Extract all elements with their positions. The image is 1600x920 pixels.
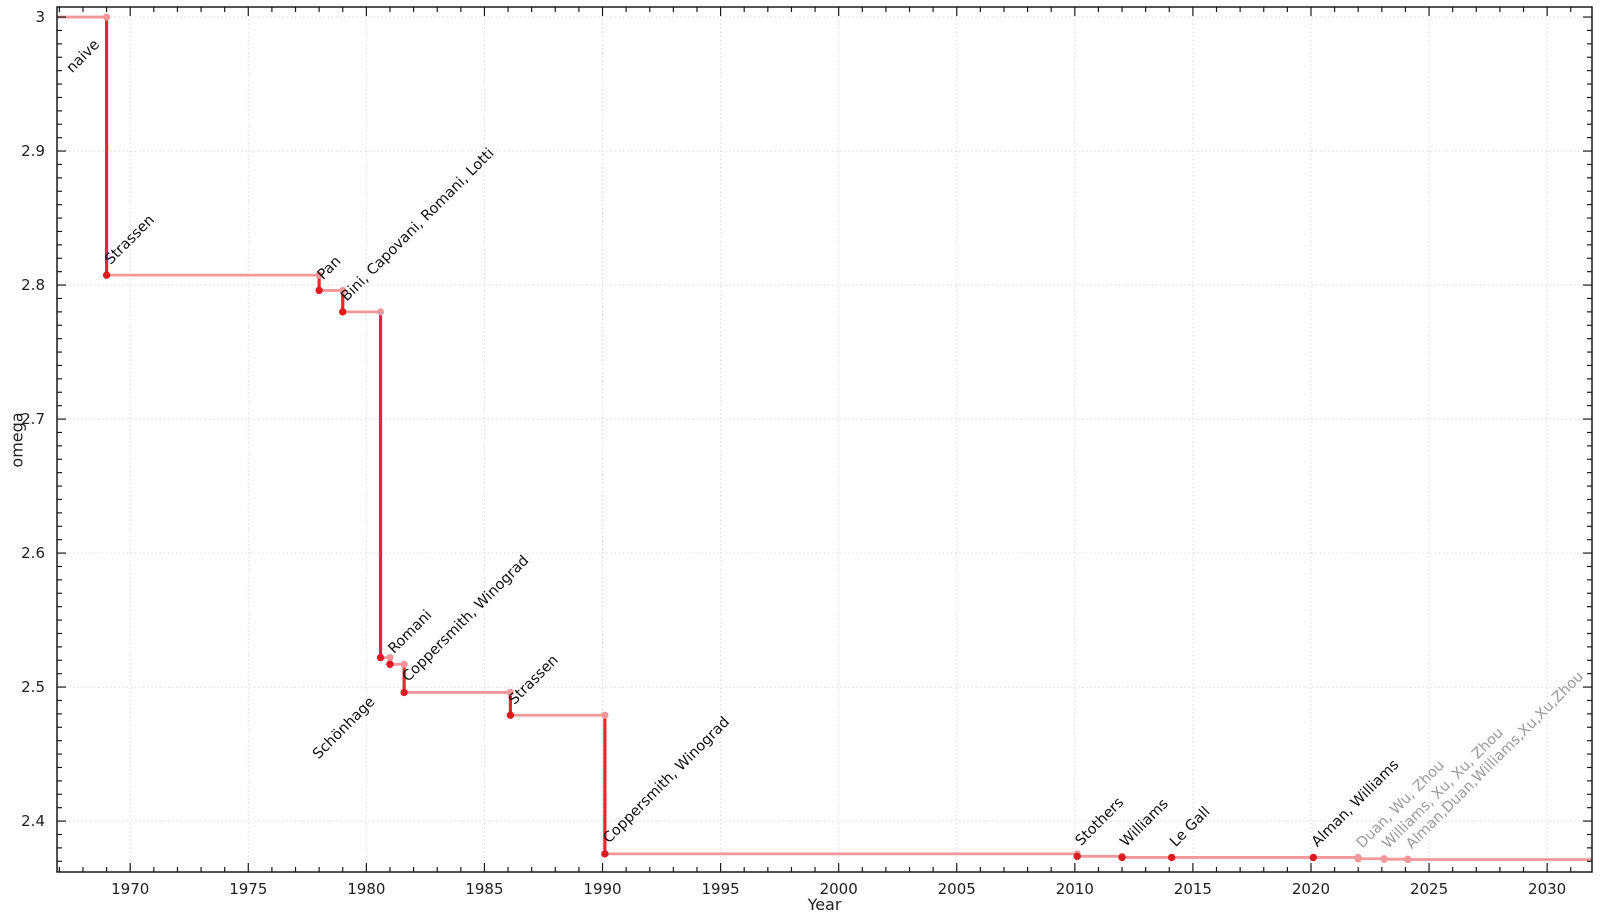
data-point-marker	[1167, 853, 1176, 862]
x-tick-label: 2000	[820, 880, 858, 898]
y-tick-label: 2.5	[21, 678, 45, 696]
data-point-marker	[386, 660, 394, 668]
step-corner-marker	[315, 271, 323, 279]
data-point-marker	[1404, 855, 1412, 864]
data-point-marker	[1380, 855, 1388, 863]
y-tick-label: 2.9	[21, 142, 45, 160]
data-point-marker	[339, 308, 347, 316]
data-point-markers	[102, 271, 1412, 864]
y-tick-label: 2.6	[21, 544, 45, 562]
step-corner-marker	[601, 711, 609, 719]
y-tick-label: 3	[35, 8, 45, 26]
data-point-marker	[1309, 853, 1318, 862]
step-corner-marker	[339, 286, 347, 295]
data-point-marker	[1354, 855, 1362, 863]
step-corner-marker	[386, 653, 394, 662]
x-tick-label: 2020	[1292, 880, 1330, 898]
x-tick-label: 1995	[701, 880, 739, 898]
data-point-marker	[1118, 853, 1126, 862]
data-point-marker	[102, 271, 111, 279]
y-tick-label: 2.7	[21, 410, 45, 428]
x-tick-label: 1985	[465, 880, 503, 898]
step-corner-marker	[506, 688, 515, 697]
x-tick-label: 1970	[111, 880, 149, 898]
plot-frame	[56, 6, 1593, 873]
x-tick-label: 1990	[583, 880, 621, 898]
x-tick-label: 1975	[229, 880, 267, 898]
x-tick-label: 2005	[938, 880, 976, 898]
x-tick-label: 2030	[1528, 880, 1566, 898]
y-axis-title: omega	[7, 412, 27, 468]
y-tick-labels: 2.4 2.5 2.6 2.7 2.8 2.9 3	[21, 8, 45, 830]
x-tick-label: 2010	[1056, 880, 1094, 898]
data-point-marker	[1073, 852, 1081, 861]
step-corner-marker	[400, 660, 408, 668]
step-corner-marker	[102, 13, 111, 21]
y-tick-label: 2.8	[21, 276, 45, 294]
data-point-marker	[315, 286, 323, 295]
step-corner-marker	[376, 308, 385, 316]
data-point-marker	[506, 711, 515, 719]
data-point-marker	[376, 653, 385, 662]
x-tick-label: 1980	[347, 880, 385, 898]
x-tick-label: 2015	[1174, 880, 1212, 898]
data-point-marker	[601, 850, 609, 858]
y-tick-label: 2.4	[21, 812, 45, 830]
x-tick-label: 2025	[1410, 880, 1448, 898]
x-tick-labels: 1970 1975 1980 1985 1990 1995 2000 2005 2010 2015…	[111, 880, 1566, 898]
data-point-marker	[400, 688, 408, 697]
gridlines	[57, 7, 1592, 872]
axis-ticks	[57, 7, 1592, 872]
x-axis-title: Year	[807, 895, 842, 914]
